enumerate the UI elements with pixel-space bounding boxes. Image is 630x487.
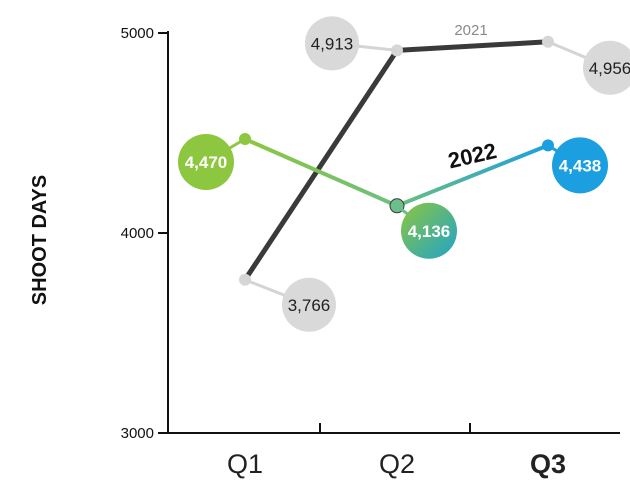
axes: 3000 4000 5000 Q1 Q2 Q3 (121, 25, 620, 479)
value-label: 4,470 (185, 153, 228, 172)
x-tick-label: Q1 (227, 449, 263, 479)
series-lines (242, 39, 551, 283)
value-label: 4,913 (311, 34, 354, 53)
value-label: 4,136 (408, 222, 451, 241)
value-label: 3,766 (288, 296, 331, 315)
y-tick-label: 4000 (121, 225, 154, 242)
value-bubble (305, 16, 359, 71)
value-bubble (583, 40, 630, 95)
y-tick-label: 3000 (121, 425, 154, 442)
y-tick-label: 5000 (121, 25, 154, 42)
x-tick-label: Q2 (379, 449, 415, 479)
value-labels: 3,766 4,913 4,956 4,470 4,136 4,438 (178, 16, 630, 332)
value-bubble (178, 134, 234, 190)
y-axis-label: SHOOT DAYS (29, 175, 51, 305)
value-label: 4,956 (589, 59, 630, 78)
value-label: 4,438 (559, 156, 602, 175)
series-label-2021: 2021 (454, 22, 487, 39)
series-line-2022 (243, 137, 550, 208)
x-tick-label: Q3 (530, 449, 566, 479)
value-bubble (552, 137, 608, 194)
value-bubble (282, 277, 336, 332)
value-bubble (401, 202, 457, 259)
